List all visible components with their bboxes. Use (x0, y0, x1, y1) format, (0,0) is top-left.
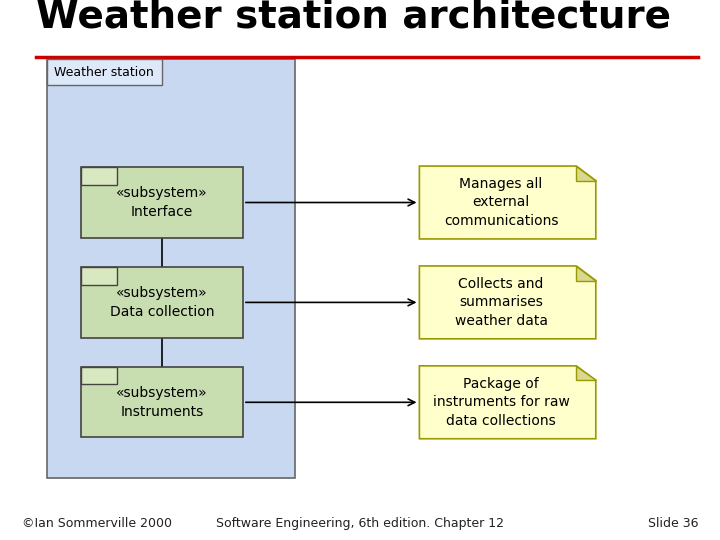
Polygon shape (419, 366, 596, 438)
Text: Weather station: Weather station (54, 66, 154, 79)
Text: «subsystem»
Data collection: «subsystem» Data collection (109, 286, 215, 319)
Text: Manages all
external
communications: Manages all external communications (444, 177, 559, 228)
Text: Slide 36: Slide 36 (648, 517, 698, 530)
Text: Package of
instruments for raw
data collections: Package of instruments for raw data coll… (433, 377, 570, 428)
Bar (81, 167, 117, 185)
Text: Weather station architecture: Weather station architecture (36, 0, 671, 35)
Polygon shape (419, 166, 596, 239)
Polygon shape (576, 166, 596, 180)
Bar (81, 267, 243, 338)
Text: «subsystem»
Interface: «subsystem» Interface (116, 186, 208, 219)
Bar (81, 167, 243, 238)
Bar (47, 59, 295, 478)
Text: Software Engineering, 6th edition. Chapter 12: Software Engineering, 6th edition. Chapt… (216, 517, 504, 530)
Bar (81, 367, 117, 384)
Text: «subsystem»
Instruments: «subsystem» Instruments (116, 386, 208, 418)
Polygon shape (576, 266, 596, 280)
Bar (81, 267, 117, 285)
Text: ©Ian Sommerville 2000: ©Ian Sommerville 2000 (22, 517, 171, 530)
Polygon shape (419, 266, 596, 339)
Polygon shape (576, 366, 596, 380)
Text: Collects and
summarises
weather data: Collects and summarises weather data (454, 277, 548, 328)
Bar (47, 59, 162, 85)
Bar (81, 367, 243, 437)
